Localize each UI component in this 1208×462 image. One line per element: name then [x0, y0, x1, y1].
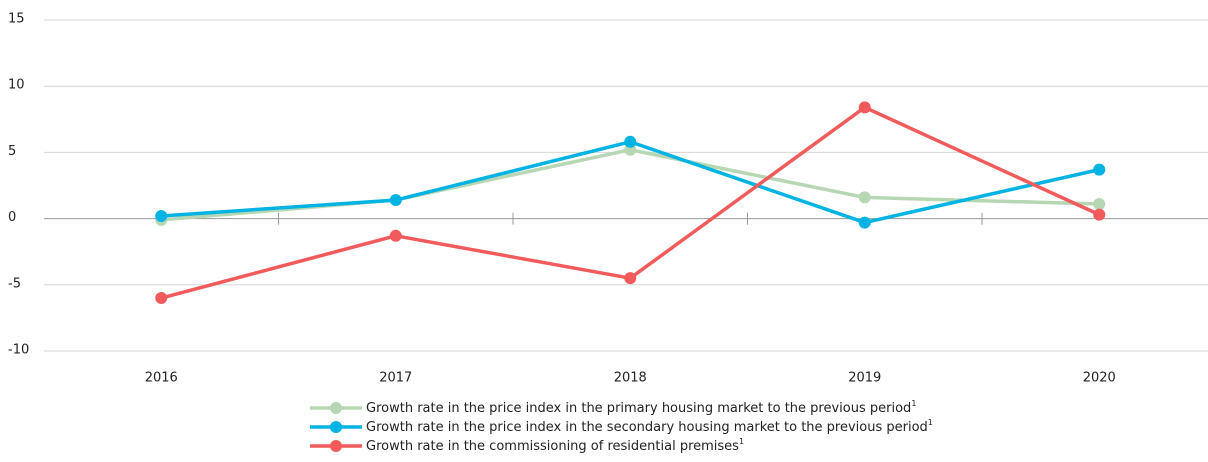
legend-footnote: 1 [928, 418, 933, 427]
data-point [858, 191, 871, 204]
y-tick-label: 10 [8, 78, 25, 93]
x-tick-label: 2017 [379, 371, 412, 386]
x-tick-label: 2018 [614, 371, 647, 386]
legend-text: Growth rate in the price index in the se… [366, 420, 928, 435]
y-tick-label: 5 [8, 144, 16, 159]
legend-label: Growth rate in the price index in the pr… [366, 399, 916, 416]
data-point [389, 229, 402, 242]
data-point [155, 292, 168, 305]
data-point [858, 216, 871, 229]
data-point [1093, 198, 1106, 211]
data-point [1093, 208, 1106, 221]
y-tick-label: -10 [8, 343, 29, 358]
legend-marker [330, 421, 342, 433]
legend-text: Growth rate in the commissioning of resi… [366, 439, 739, 454]
x-tick-label: 2016 [145, 371, 178, 386]
x-tick-label: 2020 [1083, 371, 1116, 386]
legend-marker [330, 402, 342, 414]
y-tick-label: 0 [8, 210, 16, 225]
data-point [155, 209, 168, 222]
legend-label: Growth rate in the commissioning of resi… [366, 437, 744, 454]
y-tick-label: 15 [8, 12, 25, 27]
data-point [1093, 163, 1106, 176]
series-line [161, 148, 1100, 222]
data-point [624, 272, 637, 285]
legend-marker [330, 440, 342, 452]
data-point [858, 101, 871, 114]
legend-label: Growth rate in the price index in the se… [366, 418, 933, 435]
x-tick-label: 2019 [848, 371, 881, 386]
data-point [624, 135, 637, 148]
data-point [389, 194, 402, 207]
legend-text: Growth rate in the price index in the pr… [366, 401, 911, 416]
legend-footnote: 1 [911, 399, 916, 408]
y-tick-label: -5 [8, 276, 21, 291]
legend-footnote: 1 [739, 437, 744, 446]
